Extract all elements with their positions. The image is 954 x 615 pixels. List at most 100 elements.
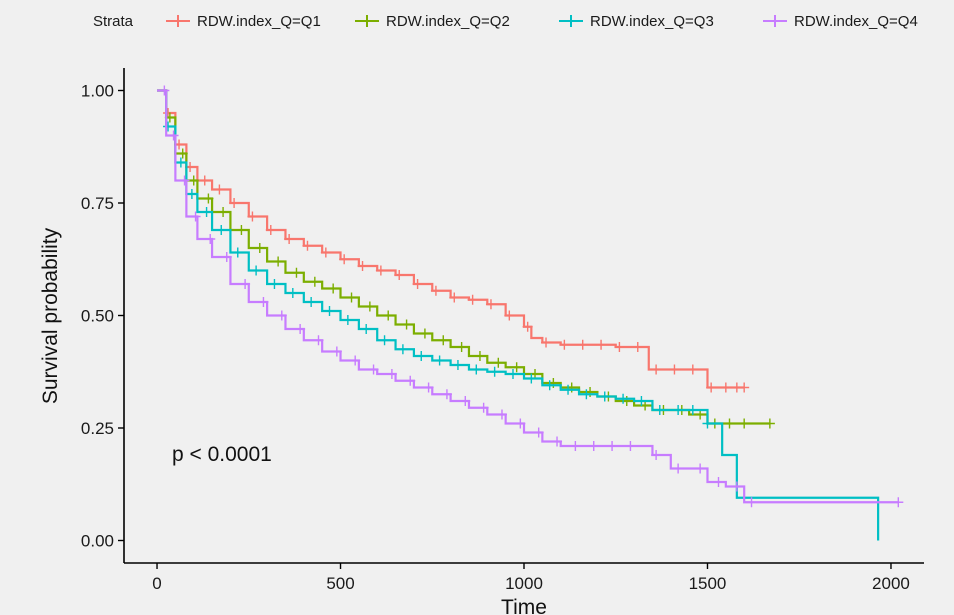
censor-mark <box>607 441 618 451</box>
axes: 0 500 1000 1500 2000 0.00 0.25 0.50 0.75 1.00 <box>81 68 924 593</box>
censor-mark <box>254 243 265 253</box>
p-value-annotation: p < 0.0001 <box>172 443 272 466</box>
y-tick-label: 0.00 <box>81 532 114 551</box>
censor-mark <box>175 157 186 168</box>
x-tick-label: 1500 <box>689 574 727 593</box>
censor-mark <box>357 261 368 271</box>
censor-mark <box>739 418 750 429</box>
censor-mark <box>434 355 445 366</box>
censor-mark <box>375 265 386 276</box>
censor-mark <box>614 342 625 352</box>
censor-mark <box>419 328 430 339</box>
legend-label: RDW.index_Q=Q3 <box>590 13 714 30</box>
censor-mark <box>456 342 467 352</box>
y-tick-label: 0.25 <box>81 419 114 438</box>
censor-mark <box>636 396 647 406</box>
censor-mark <box>379 335 390 346</box>
censor-mark <box>361 324 372 334</box>
censor-mark <box>265 225 276 235</box>
censor-mark <box>739 382 750 393</box>
censor-mark <box>438 335 449 346</box>
censor-mark <box>702 418 713 429</box>
censor-mark <box>720 382 731 393</box>
y-axis-title: Survival probability <box>39 227 62 404</box>
censor-mark <box>350 355 361 366</box>
censor-mark <box>441 389 452 400</box>
censor-mark <box>339 254 350 265</box>
censor-mark <box>577 339 588 350</box>
censor-mark <box>163 121 174 132</box>
censor-mark <box>284 234 295 244</box>
censor-mark <box>240 279 251 289</box>
censor-mark <box>368 364 379 375</box>
censor-mark <box>168 130 179 141</box>
censor-mark <box>471 364 482 375</box>
censor-mark <box>713 477 724 487</box>
censor-mark <box>452 360 463 370</box>
censor-mark <box>746 497 757 508</box>
censor-mark <box>515 418 526 429</box>
censor-mark <box>695 409 706 420</box>
censor-mark <box>302 240 313 251</box>
legend-label: RDW.index_Q=Q1 <box>197 13 321 30</box>
censor-mark <box>687 364 698 375</box>
censor-mark <box>306 297 317 307</box>
censor-mark <box>309 276 320 287</box>
legend-label: RDW.index_Q=Q2 <box>386 13 510 30</box>
censor-mark <box>581 389 592 400</box>
censor-mark <box>673 405 684 415</box>
legend-item: RDW.index_Q=Q2 <box>355 13 510 30</box>
censor-mark <box>221 252 232 262</box>
censor-mark <box>474 351 485 361</box>
censor-mark <box>214 184 225 195</box>
censor-mark <box>706 382 717 393</box>
censor-mark <box>394 270 405 280</box>
censor-mark <box>496 409 507 420</box>
censor-mark <box>331 346 342 357</box>
censor-mark <box>188 175 199 186</box>
censor-mark <box>724 418 735 429</box>
x-tick-label: 0 <box>152 574 161 593</box>
censor-mark <box>423 382 434 393</box>
legend-item: RDW.index_Q=Q1 <box>166 13 321 30</box>
censor-mark <box>216 225 227 235</box>
censor-mark <box>467 294 478 305</box>
censor-mark <box>328 283 339 294</box>
censor-mark <box>295 324 306 334</box>
censor-mark <box>291 267 302 278</box>
censor-mark <box>533 427 544 438</box>
censor-mark <box>504 310 515 321</box>
censor-mark <box>199 175 210 186</box>
censor-mark <box>405 375 416 386</box>
legend-label: RDW.index_Q=Q4 <box>794 13 918 30</box>
series-RDW.index_Q=Q3 <box>157 89 880 541</box>
censor-mark <box>596 339 607 350</box>
censor-mark <box>364 301 375 312</box>
censor-mark <box>552 436 563 447</box>
y-tick-label: 1.00 <box>81 82 114 101</box>
censor-mark <box>397 344 408 355</box>
censor-mark <box>522 321 533 332</box>
censor-mark <box>218 207 229 217</box>
censor-mark <box>731 481 742 492</box>
censor-mark <box>236 225 247 235</box>
censor-mark <box>764 418 775 429</box>
x-tick-label: 2000 <box>872 574 910 593</box>
censor-mark <box>232 247 243 258</box>
censor-mark <box>179 175 190 186</box>
plot-area <box>157 85 904 541</box>
y-tick-label: 0.50 <box>81 307 114 326</box>
x-tick-label: 1000 <box>505 574 543 593</box>
censor-mark <box>618 393 629 404</box>
y-tick-label: 0.75 <box>81 194 114 213</box>
censor-mark <box>205 234 216 244</box>
censor-mark <box>203 193 214 204</box>
censor-mark <box>654 405 665 415</box>
censor-mark <box>190 211 201 222</box>
censor-mark <box>563 384 574 395</box>
censor-mark <box>324 306 335 316</box>
censor-mark <box>401 319 412 330</box>
x-tick-label: 500 <box>326 574 354 593</box>
series-RDW.index_Q=Q1 <box>157 89 750 393</box>
censor-mark <box>346 292 357 303</box>
